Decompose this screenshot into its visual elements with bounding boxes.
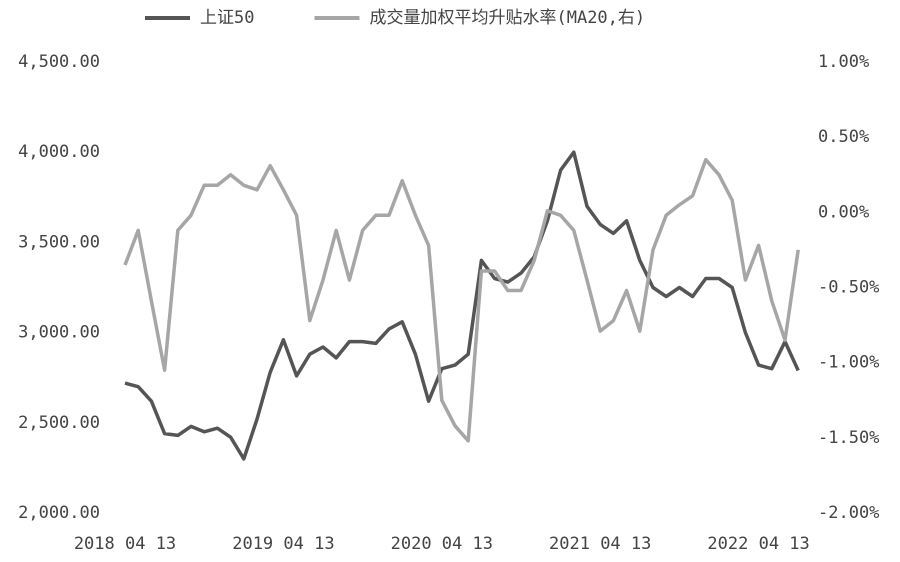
- x-tick-label: 2021 04 13: [549, 534, 651, 554]
- y2-tick-label: 0.00%: [818, 202, 869, 222]
- series-line: [123, 157, 800, 443]
- x-tick-label: 2022 04 13: [707, 534, 809, 554]
- x-tick-label: 2019 04 13: [232, 534, 334, 554]
- y2-tick-label: 0.50%: [818, 127, 869, 147]
- y2-tick-label: -0.50%: [818, 278, 879, 298]
- y-tick-label: 2,000.00: [18, 503, 100, 523]
- x-tick-label: 2020 04 13: [391, 534, 493, 554]
- y-tick-label: 2,500.00: [18, 413, 100, 433]
- y-tick-label: 4,500.00: [18, 52, 100, 72]
- y2-tick-label: -1.00%: [818, 353, 879, 373]
- series-line: [124, 150, 800, 461]
- legend-label: 上证50: [200, 8, 254, 28]
- y2-tick-label: 1.00%: [818, 52, 869, 72]
- x-tick-label: 2018 04 13: [74, 534, 176, 554]
- legend-label: 成交量加权平均升贴水率(MA20,右): [369, 8, 645, 28]
- y2-tick-label: -2.00%: [818, 503, 879, 523]
- y2-tick-label: -1.50%: [818, 428, 879, 448]
- y-tick-label: 3,000.00: [18, 323, 100, 343]
- y-tick-label: 4,000.00: [18, 142, 100, 162]
- y-tick-label: 3,500.00: [18, 232, 100, 252]
